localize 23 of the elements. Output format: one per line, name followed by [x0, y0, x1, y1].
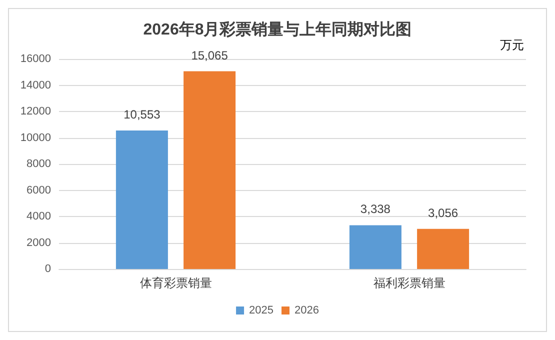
y-tick-label: 2000	[26, 236, 51, 249]
y-tick-label: 12000	[20, 106, 51, 118]
bar	[417, 228, 470, 269]
bar	[349, 225, 402, 269]
data-label: 3,056	[428, 206, 458, 220]
chart-title: 2026年8月彩票销量与上年同期对比图	[143, 20, 412, 38]
y-axis-title: 万元	[500, 38, 524, 52]
data-label: 10,553	[124, 107, 161, 122]
legend-label: 2025	[249, 304, 274, 316]
y-tick-label: 6000	[26, 184, 51, 196]
bar	[184, 71, 236, 269]
y-tick-label: 4000	[26, 210, 51, 222]
x-tick-label: 福利彩票销量	[373, 276, 446, 290]
y-tick-label: 8000	[26, 158, 51, 170]
legend-label: 2026	[294, 304, 319, 316]
y-tick-label: 16000	[20, 53, 51, 65]
x-tick-label: 体育彩票销量	[140, 276, 212, 290]
bar	[116, 130, 168, 269]
y-tick-label: 0	[44, 263, 51, 275]
data-label: 3,338	[360, 202, 391, 216]
y-tick-label: 14000	[20, 79, 51, 92]
y-tick-label: 10000	[20, 132, 51, 144]
data-label: 15,065	[191, 48, 228, 62]
